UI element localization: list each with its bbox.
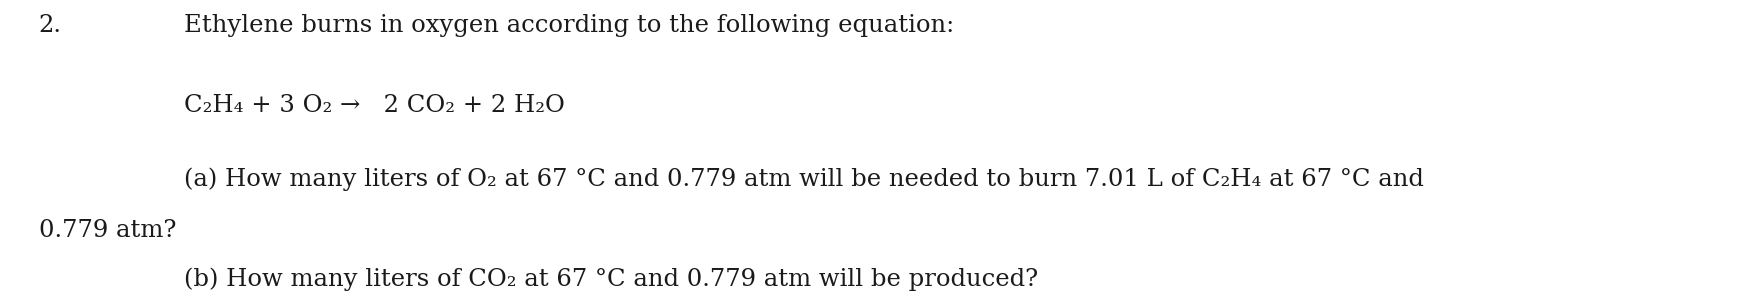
Text: (a) How many liters of O₂ at 67 °C and 0.779 atm will be needed to burn 7.01 L o: (a) How many liters of O₂ at 67 °C and 0…: [184, 168, 1424, 191]
Text: C₂H₄ + 3 O₂ →   2 CO₂ + 2 H₂O: C₂H₄ + 3 O₂ → 2 CO₂ + 2 H₂O: [184, 94, 565, 117]
Text: 2.: 2.: [39, 14, 61, 37]
Text: Ethylene burns in oxygen according to the following equation:: Ethylene burns in oxygen according to th…: [184, 14, 954, 37]
Text: (b) How many liters of CO₂ at 67 °C and 0.779 atm will be produced?: (b) How many liters of CO₂ at 67 °C and …: [184, 268, 1038, 291]
Text: 0.779 atm?: 0.779 atm?: [39, 219, 175, 242]
